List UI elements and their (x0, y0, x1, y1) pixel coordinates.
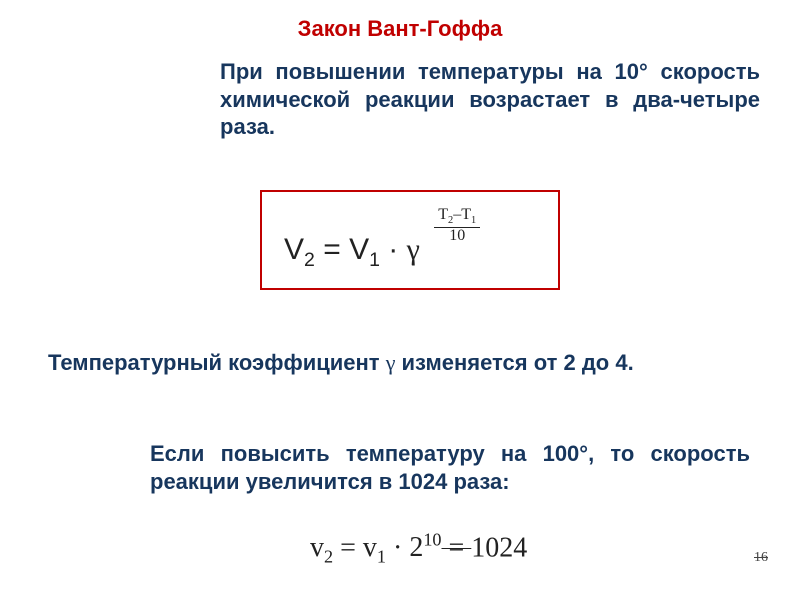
exponent-numerator: T2–T1 (434, 207, 480, 228)
coef-gamma: γ (386, 350, 396, 375)
var-v2-ex: v2 (310, 532, 333, 563)
equals-sign-2: = (333, 532, 363, 563)
var-v2: V2 (284, 233, 315, 266)
power-term: 210 (409, 532, 441, 563)
coef-prefix: Температурный коэффициент (48, 350, 386, 375)
multiply-dot-2: · (386, 532, 409, 563)
multiply-dot: · (380, 233, 407, 266)
formula-box: V2 = V1 · γ T2–T1 10 (260, 190, 560, 290)
coef-suffix: изменяется от 2 до 4. (395, 350, 633, 375)
page-number: 16 (754, 550, 768, 566)
var-v1-ex: v1 (363, 532, 386, 563)
equals-sign: = (315, 233, 349, 266)
example-formula: v2 = v1 · 210 = 1024 (310, 530, 527, 568)
var-v1: V1 (349, 233, 380, 266)
exponent-denominator: 10 (434, 228, 480, 245)
intro-paragraph: При повышении температуры на 10° скорост… (220, 58, 760, 141)
conclusion-paragraph: Если повысить температуру на 100°, то ск… (150, 440, 750, 495)
exponent-fraction: T2–T1 10 (434, 207, 480, 245)
law-title: Закон Вант-Гоффа (0, 16, 800, 42)
gamma-symbol: γ (407, 233, 420, 266)
vant-hoff-formula: V2 = V1 · γ T2–T1 10 (284, 233, 480, 272)
result-value: 1024 (471, 532, 527, 563)
coefficient-note: Температурный коэффициент γ изменяется о… (48, 350, 748, 376)
equals-sign-3: = (442, 532, 472, 563)
